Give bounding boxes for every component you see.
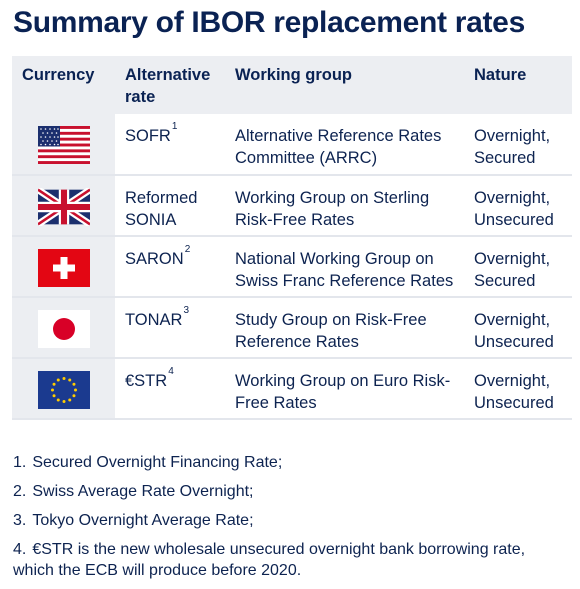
- header-currency: Currency: [12, 56, 115, 114]
- currency-cell: [12, 175, 115, 237]
- footnote-text: €STR is the new wholesale unsecured over…: [13, 541, 526, 579]
- table-header-row: Currency Alternative rate Working group …: [12, 56, 572, 114]
- nature-cell: Overnight, Unsecured: [464, 175, 572, 237]
- working-group-cell: Alternative Reference Rates Committee (A…: [225, 114, 464, 176]
- footnotes-list: 1. Secured Overnight Financing Rate; 2. Sw…: [13, 452, 563, 589]
- footnote-item: 2. Swiss Average Rate Overnight;: [13, 481, 563, 502]
- nature-cell: Overnight, Unsecured: [464, 297, 572, 359]
- swiss-flag-icon: [37, 249, 90, 287]
- currency-cell: [12, 236, 115, 298]
- working-group-cell: National Working Group on Swiss Franc Re…: [225, 236, 464, 298]
- table-row: Reformed SONIA Working Group on Sterling…: [12, 175, 572, 237]
- footnote-item: 1. Secured Overnight Financing Rate;: [13, 452, 563, 473]
- footnote-item: 3. Tokyo Overnight Average Rate;: [13, 510, 563, 531]
- nature-cell: Overnight, Secured: [464, 114, 572, 176]
- eu-flag-icon: [37, 371, 90, 409]
- rate-name: Reformed SONIA: [125, 189, 198, 229]
- footnote-ref: 1: [171, 121, 178, 132]
- japan-flag-icon: [37, 310, 90, 348]
- table-row: TONAR3 Study Group on Risk-Free Referenc…: [12, 297, 572, 359]
- footnote-text: Swiss Average Rate Overnight;: [32, 483, 254, 500]
- footnote-number: 3.: [13, 512, 27, 529]
- nature-cell: Overnight, Secured: [464, 236, 572, 298]
- working-group-cell: Working Group on Sterling Risk-Free Rate…: [225, 175, 464, 237]
- working-group-cell: Study Group on Risk-Free Reference Rates: [225, 297, 464, 359]
- footnote-item: 4. €STR is the new wholesale unsecured ov…: [13, 539, 563, 581]
- table-row: SOFR1 Alternative Reference Rates Commit…: [12, 114, 572, 176]
- table-row: €STR4 Working Group on Euro Risk-Free Ra…: [12, 358, 572, 420]
- table-row: SARON2 National Working Group on Swiss F…: [12, 236, 572, 298]
- footnote-number: 1.: [13, 454, 27, 471]
- nature-cell: Overnight, Unsecured: [464, 358, 572, 420]
- footnote-text: Secured Overnight Financing Rate;: [32, 454, 283, 471]
- footnote-text: Tokyo Overnight Average Rate;: [32, 512, 254, 529]
- rate-cell: SOFR1: [115, 114, 225, 176]
- rate-cell: Reformed SONIA: [115, 175, 225, 237]
- working-group-cell: Working Group on Euro Risk-Free Rates: [225, 358, 464, 420]
- rate-cell: €STR4: [115, 358, 225, 420]
- rate-name: SOFR: [125, 127, 171, 145]
- page-title: Summary of IBOR replacement rates: [13, 6, 525, 39]
- footnote-ref: 3: [183, 305, 190, 316]
- footnote-ref: 2: [184, 244, 191, 255]
- ibor-rates-table: Currency Alternative rate Working group …: [12, 56, 572, 420]
- footnote-ref: 4: [168, 366, 174, 377]
- currency-cell: [12, 358, 115, 420]
- footnote-number: 4.: [13, 541, 27, 558]
- footnote-number: 2.: [13, 483, 27, 500]
- currency-cell: [12, 114, 115, 176]
- uk-flag-icon: [37, 188, 90, 226]
- rate-cell: SARON2: [115, 236, 225, 298]
- rate-name: SARON: [125, 250, 184, 268]
- rate-name: €STR: [125, 372, 168, 390]
- us-flag-icon: [37, 126, 90, 164]
- rate-name: TONAR: [125, 311, 183, 329]
- header-nature: Nature: [464, 56, 572, 114]
- header-working-group: Working group: [225, 56, 464, 114]
- currency-cell: [12, 297, 115, 359]
- header-alternative-rate: Alternative rate: [115, 56, 225, 114]
- rate-cell: TONAR3: [115, 297, 225, 359]
